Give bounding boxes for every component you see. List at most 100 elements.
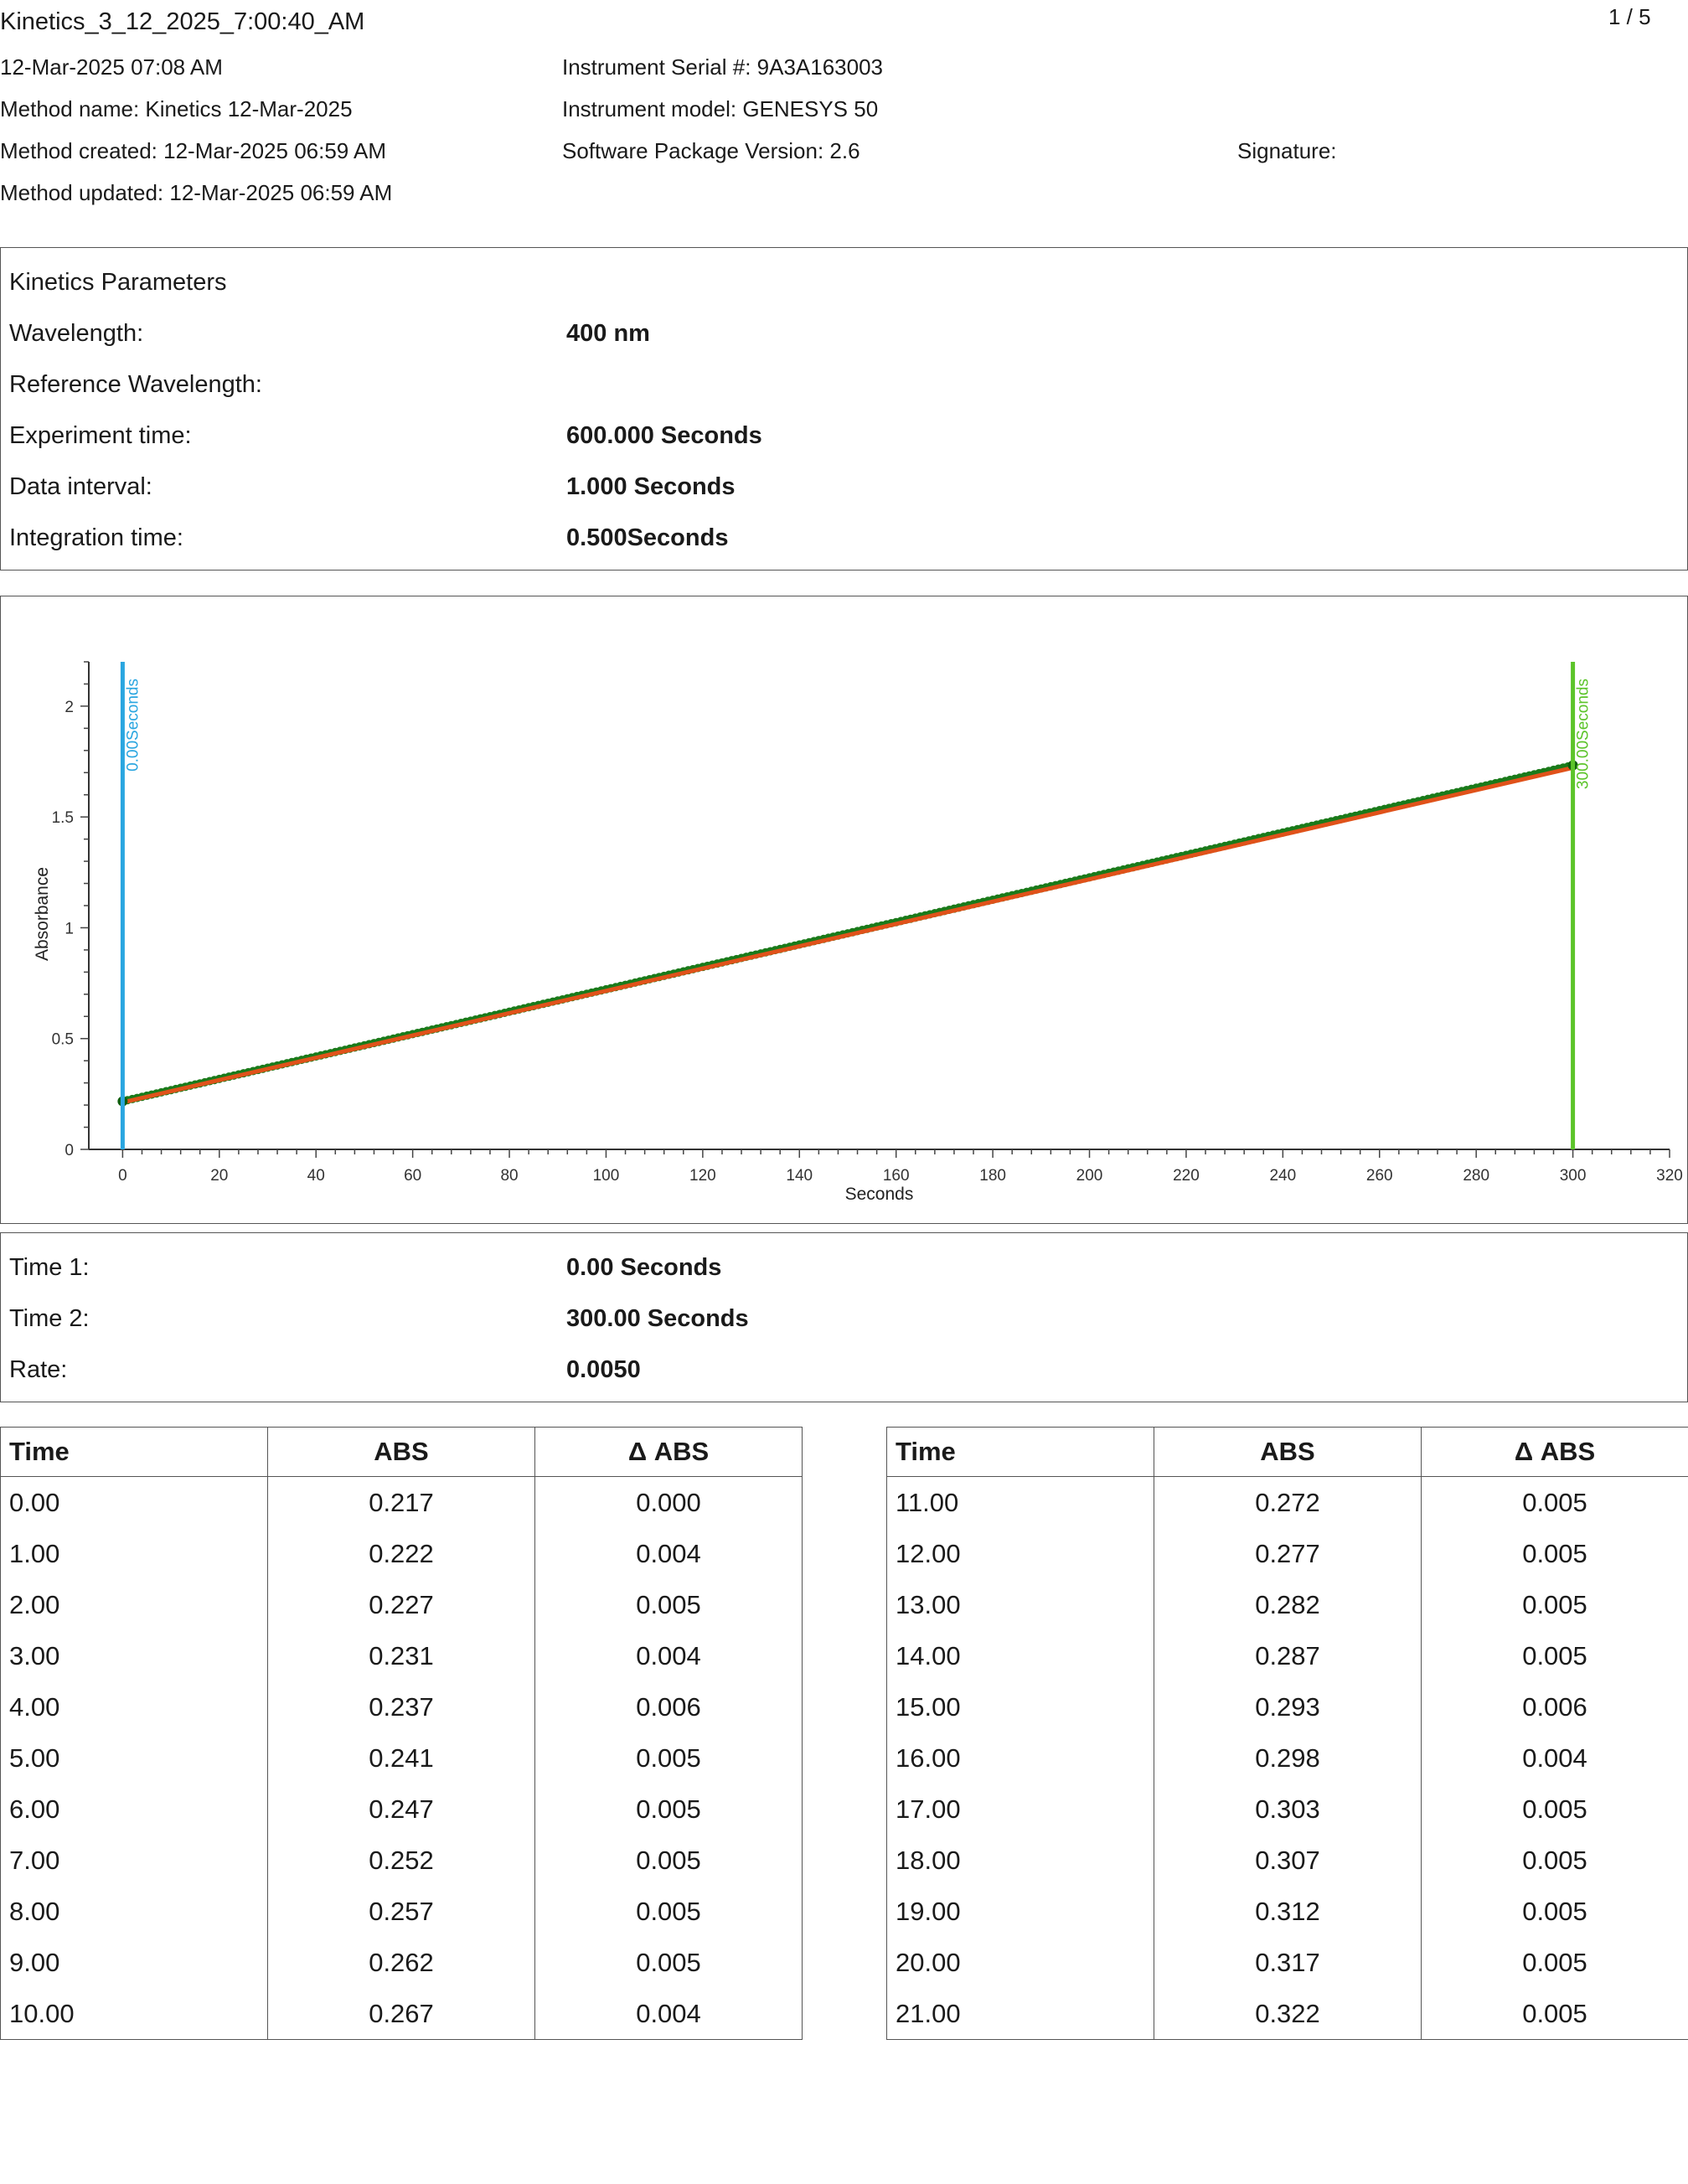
x-tick-label: 280	[1463, 1167, 1489, 1185]
table-header-row: Time ABS Δ ABS	[886, 1427, 1688, 1477]
cell-abs: 0.267	[267, 1988, 535, 2040]
param-value-experiment-time: 600.000 Seconds	[566, 422, 762, 449]
x-tick-label: 320	[1656, 1167, 1683, 1185]
cell-delta-abs: 0.006	[534, 1681, 803, 1732]
instrument-model: Instrument model: GENESYS 50	[562, 96, 879, 121]
cell-abs: 0.237	[267, 1681, 535, 1732]
instrument-serial: Instrument Serial #: 9A3A163003	[562, 54, 884, 80]
cell-delta-abs: 0.005	[534, 1937, 803, 1988]
kinetics-parameters-panel: Kinetics Parameters Wavelength: 400 nm R…	[0, 247, 1688, 571]
result-label-rate: Rate:	[9, 1356, 68, 1383]
cell-abs: 0.303	[1154, 1784, 1422, 1835]
y-tick-label: 0	[65, 1142, 74, 1159]
cell-time: 0.00	[0, 1476, 268, 1528]
x-tick-label: 260	[1366, 1167, 1393, 1185]
cell-time: 18.00	[886, 1835, 1154, 1886]
result-value-time2: 300.00 Seconds	[566, 1305, 749, 1332]
x-tick-label: 160	[883, 1167, 910, 1185]
cell-delta-abs: 0.005	[534, 1579, 803, 1630]
x-tick-label: 200	[1076, 1167, 1103, 1185]
x-tick-label: 180	[979, 1167, 1006, 1185]
param-value-integration-time: 0.500Seconds	[566, 524, 729, 551]
cell-time: 16.00	[886, 1732, 1154, 1784]
cell-abs: 0.262	[267, 1937, 535, 1988]
cell-time: 10.00	[0, 1988, 268, 2040]
cell-time: 1.00	[0, 1528, 268, 1579]
column-header-abs: ABS	[267, 1427, 535, 1477]
x-tick-label: 100	[593, 1167, 620, 1185]
kinetics-chart: 0 20 40 60 80 100 120 140 160 180 200 220 240 260 280 3…	[33, 661, 1683, 1204]
cell-time: 7.00	[0, 1835, 268, 1886]
cell-time: 8.00	[0, 1886, 268, 1937]
cell-delta-abs: 0.005	[534, 1784, 803, 1835]
y-axis-title: Absorbance	[33, 867, 52, 961]
cell-abs: 0.272	[1154, 1476, 1422, 1528]
table-row: 5.00 0.241 0.005	[0, 1732, 803, 1784]
table-row: 9.00 0.262 0.005	[0, 1937, 803, 1988]
cell-time: 5.00	[0, 1732, 268, 1784]
cell-time: 21.00	[886, 1988, 1154, 2040]
data-table-right: Time ABS Δ ABS 11.00 0.272 0.005 12.00 0.277…	[886, 1427, 1688, 2040]
param-label-reference-wavelength: Reference Wavelength:	[9, 371, 262, 398]
cell-time: 13.00	[886, 1579, 1154, 1630]
cell-time: 6.00	[0, 1784, 268, 1835]
cell-delta-abs: 0.005	[1421, 1476, 1688, 1528]
cell-time: 4.00	[0, 1681, 268, 1732]
param-label-integration-time: Integration time:	[9, 524, 183, 551]
table-row: 19.00 0.312 0.005	[886, 1886, 1688, 1937]
result-label-time1: Time 1:	[9, 1254, 90, 1281]
table-row: 20.00 0.317 0.005	[886, 1937, 1688, 1988]
cell-delta-abs: 0.005	[534, 1732, 803, 1784]
x-tick-label: 120	[689, 1167, 716, 1185]
cell-time: 11.00	[886, 1476, 1154, 1528]
cell-abs: 0.231	[267, 1630, 535, 1681]
x-tick-label: 240	[1269, 1167, 1296, 1185]
result-value-time1: 0.00 Seconds	[566, 1254, 722, 1281]
param-value-data-interval: 1.000 Seconds	[566, 473, 736, 500]
column-header-abs: ABS	[1154, 1427, 1422, 1477]
table-row: 1.00 0.222 0.004	[0, 1528, 803, 1579]
parameters-title: Kinetics Parameters	[9, 269, 227, 296]
table-row: 21.00 0.322 0.005	[886, 1988, 1688, 2040]
results-panel: Time 1: 0.00 Seconds Time 2: 300.00 Seco…	[0, 1232, 1688, 1402]
table-row: 15.00 0.293 0.006	[886, 1681, 1688, 1732]
kinetics-chart-panel: 0 20 40 60 80 100 120 140 160 180 200 220 240 260 280 3…	[0, 596, 1688, 1224]
time-marker-label: 0.00Seconds	[124, 679, 142, 772]
column-header-time: Time	[0, 1427, 268, 1477]
signature-label: Signature:	[1237, 138, 1337, 163]
x-axis-title: Seconds	[845, 1185, 914, 1204]
cell-delta-abs: 0.004	[1421, 1732, 1688, 1784]
x-tick-label: 140	[786, 1167, 813, 1185]
cell-time: 9.00	[0, 1937, 268, 1988]
x-tick-label: 0	[118, 1167, 127, 1185]
table-header-row: Time ABS Δ ABS	[0, 1427, 803, 1477]
cell-time: 19.00	[886, 1886, 1154, 1937]
report-filename: Kinetics_3_12_2025_7:00:40_AM	[0, 8, 365, 35]
software-version: Software Package Version: 2.6	[562, 138, 860, 163]
table-row: 12.00 0.277 0.005	[886, 1528, 1688, 1579]
cell-delta-abs: 0.000	[534, 1476, 803, 1528]
table-row: 8.00 0.257 0.005	[0, 1886, 803, 1937]
cell-delta-abs: 0.005	[1421, 1937, 1688, 1988]
cell-delta-abs: 0.004	[534, 1630, 803, 1681]
time-marker-label: 300.00Seconds	[1575, 679, 1593, 789]
table-row: 17.00 0.303 0.005	[886, 1784, 1688, 1835]
fit-line	[121, 766, 1574, 1105]
cell-abs: 0.217	[267, 1476, 535, 1528]
y-tick-label: 1.5	[52, 809, 74, 827]
table-row: 4.00 0.237 0.006	[0, 1681, 803, 1732]
cell-delta-abs: 0.005	[534, 1835, 803, 1886]
report-datetime: 12-Mar-2025 07:08 AM	[0, 54, 223, 80]
cell-time: 14.00	[886, 1630, 1154, 1681]
method-name: Method name: Kinetics 12-Mar-2025	[0, 96, 353, 121]
table-row: 13.00 0.282 0.005	[886, 1579, 1688, 1630]
cell-abs: 0.287	[1154, 1630, 1422, 1681]
cell-abs: 0.222	[267, 1528, 535, 1579]
cell-abs: 0.257	[267, 1886, 535, 1937]
x-tick-label: 80	[500, 1167, 518, 1185]
param-label-data-interval: Data interval:	[9, 473, 152, 500]
cell-abs: 0.252	[267, 1835, 535, 1886]
data-table-left: Time ABS Δ ABS 0.00 0.217 0.000 1.00 0.222 0.…	[0, 1427, 803, 2040]
param-label-wavelength: Wavelength:	[9, 320, 144, 347]
cell-time: 20.00	[886, 1937, 1154, 1988]
